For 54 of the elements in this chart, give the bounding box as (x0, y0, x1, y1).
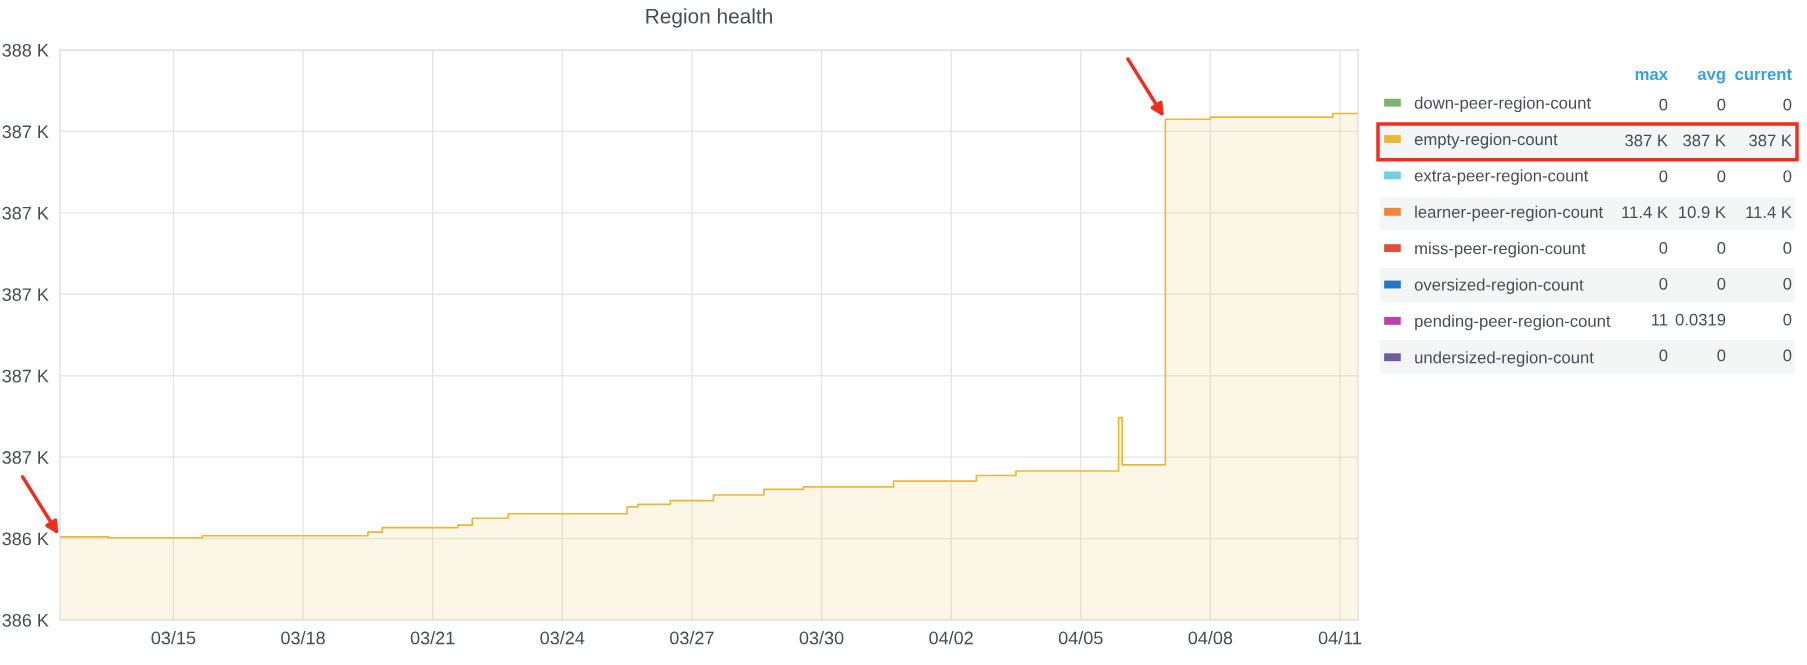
text: 10.9 K (1679, 206, 1726, 219)
text: 0 (1717, 98, 1726, 111)
legend-label: down-peer-region-count (1414, 96, 1591, 113)
text: 11 (1651, 313, 1668, 326)
text: 0 (1783, 313, 1792, 326)
text: 0.0319 (1675, 313, 1726, 326)
y-tick-label: 388 K (2, 43, 49, 57)
legend-label: pending-peer-region-count (1415, 314, 1611, 331)
x-tick-label: 03/18 (281, 631, 325, 645)
x-tick-label: 04/05 (1058, 631, 1103, 645)
text: 11.4 K (1622, 206, 1668, 218)
text: 0 (1659, 242, 1668, 254)
x-tick-label: 04/11 (1318, 631, 1362, 645)
text: 0 (1783, 349, 1792, 362)
y-tick-label: 386 K (2, 613, 49, 627)
text: 0 (1659, 349, 1668, 362)
text: 387 K (1683, 134, 1726, 147)
text: 387 K (1625, 134, 1668, 147)
category-label: current (1735, 69, 1792, 81)
x-tick-label: 03/21 (410, 631, 455, 645)
y-tick-label: 387 K (2, 125, 49, 139)
text: 0 (1659, 170, 1668, 183)
x-tick-label: 03/15 (151, 631, 196, 645)
text: 0 (1659, 98, 1668, 111)
x-tick-label: 03/27 (670, 631, 714, 645)
legend-label: oversized-region-count (1414, 278, 1584, 294)
y-tick-label: 387 K (2, 369, 49, 383)
text: 0 (1717, 277, 1726, 290)
legend-label: learner-peer-region-count (1415, 205, 1603, 222)
y-tick-label: 387 K (2, 451, 49, 464)
category-label: avg (1697, 70, 1725, 84)
x-tick-label: 04/08 (1188, 631, 1233, 645)
legend-label: miss-peer-region-count (1415, 242, 1586, 258)
text: 387 K (1749, 134, 1792, 147)
text: 0 (1717, 242, 1726, 254)
text: 0 (1783, 98, 1792, 111)
text: 0 (1783, 170, 1792, 183)
text: 0 (1659, 277, 1668, 290)
text: 11.4 K (1746, 206, 1792, 218)
y-tick-label: 386 K (2, 532, 49, 546)
category-label: max (1635, 70, 1668, 81)
y-tick-label: 387 K (2, 206, 49, 220)
chart-title: Region health (646, 8, 772, 28)
x-tick-label: 03/30 (799, 631, 844, 645)
text: 0 (1783, 277, 1792, 290)
legend-label: extra-peer-region-count (1414, 169, 1589, 185)
legend-label: empty-region-count (1414, 132, 1558, 149)
legend-label: undersized-region-count (1415, 351, 1594, 367)
text: 0 (1717, 170, 1726, 183)
text: 0 (1717, 349, 1726, 362)
x-tick-label: 03/24 (540, 631, 585, 645)
y-tick-label: 387 K (2, 288, 49, 302)
x-tick-label: 04/02 (929, 631, 973, 645)
text: 0 (1783, 242, 1792, 254)
